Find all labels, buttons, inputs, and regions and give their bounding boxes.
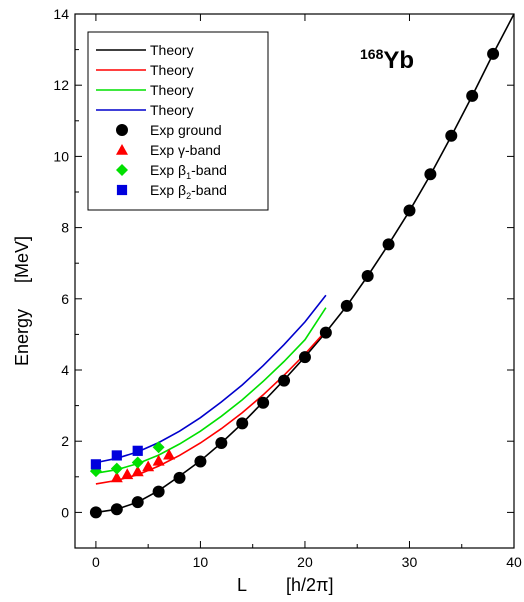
x-axis-title: L [h/2π] xyxy=(237,575,333,595)
exp-point-2-3 xyxy=(152,441,165,454)
legend-label-exp-3: Exp β2-band xyxy=(150,182,227,201)
legend-items: Theory Theory Theory Theory Exp ground Exp γ-… xyxy=(96,42,227,201)
y-tick-label-2: 2 xyxy=(61,433,69,449)
exp-point-2-1 xyxy=(110,462,123,475)
legend-label-theory-2: Theory xyxy=(150,82,194,98)
exp-point-0-6 xyxy=(215,436,228,449)
theory-line-3 xyxy=(95,294,327,464)
y-tick-label-6: 6 xyxy=(61,291,69,307)
axis-ticks: 0 10 20 30 40 0 2 4 6 8 10 12 14 xyxy=(53,6,522,570)
exp-point-0-5 xyxy=(194,455,207,468)
exp-point-0-18 xyxy=(466,89,479,102)
legend-box xyxy=(87,31,269,211)
exp-point-0-19 xyxy=(487,47,500,60)
exp-point-0-14 xyxy=(382,238,395,251)
exp-point-0-8 xyxy=(257,396,270,409)
y-axis-unit: [MeV] xyxy=(12,236,32,283)
x-tick-label-40: 40 xyxy=(506,554,522,570)
exp-point-0-0 xyxy=(89,506,102,519)
x-tick-label-30: 30 xyxy=(402,554,418,570)
legend-marker-0 xyxy=(116,124,128,136)
exp-point-0-15 xyxy=(403,204,416,217)
exp-point-1-4 xyxy=(152,454,165,466)
legend-marker-3 xyxy=(116,184,128,196)
exp-point-0-7 xyxy=(236,417,249,430)
exp-point-0-1 xyxy=(110,503,123,516)
plot-frame xyxy=(74,13,515,549)
x-axis-label: L xyxy=(237,575,247,595)
legend: Theory Theory Theory Theory Exp ground Exp γ-… xyxy=(87,31,269,211)
nucleus-mass: 168 xyxy=(360,46,384,62)
exp-point-0-10 xyxy=(298,351,311,364)
y-axis-title: Energy [MeV] xyxy=(12,236,32,366)
y-tick-label-10: 10 xyxy=(53,148,69,164)
exp-point-3-1 xyxy=(111,450,122,461)
legend-label-theory-1: Theory xyxy=(150,62,194,78)
x-tick-label-20: 20 xyxy=(297,554,313,570)
y-tick-label-4: 4 xyxy=(61,362,69,378)
plot-layer xyxy=(89,13,515,519)
exp-point-1-3 xyxy=(142,460,155,472)
exp-point-1-1 xyxy=(121,468,134,480)
nucleus-label: 168Yb xyxy=(360,46,414,74)
exp-point-0-2 xyxy=(131,496,144,509)
legend-label-theory-0: Theory xyxy=(150,42,194,58)
exp-point-0-3 xyxy=(152,485,165,498)
legend-marker-1 xyxy=(116,144,128,155)
legend-label-exp-0: Exp ground xyxy=(150,122,222,138)
exp-point-0-16 xyxy=(424,168,437,181)
y-tick-label-8: 8 xyxy=(61,220,69,236)
x-tick-label-0: 0 xyxy=(92,554,100,570)
y-tick-label-12: 12 xyxy=(53,77,69,93)
y-tick-label-14: 14 xyxy=(53,6,69,22)
exp-point-3-2 xyxy=(132,445,143,456)
exp-point-0-12 xyxy=(340,299,353,312)
exp-point-0-11 xyxy=(319,326,332,339)
exp-point-0-17 xyxy=(445,129,458,142)
legend-label-exp-2: Exp β1-band xyxy=(150,162,227,181)
legend-label-exp-1: Exp γ-band xyxy=(150,142,221,158)
exp-point-3-0 xyxy=(90,459,102,470)
x-tick-label-10: 10 xyxy=(193,554,209,570)
exp-point-0-4 xyxy=(173,471,186,484)
y-axis-label: Energy xyxy=(12,309,32,366)
exp-point-1-5 xyxy=(163,448,176,460)
exp-point-2-2 xyxy=(131,456,144,469)
legend-marker-2 xyxy=(116,164,128,176)
exp-point-1-0 xyxy=(110,471,123,483)
exp-point-1-2 xyxy=(131,465,144,477)
theory-line-2 xyxy=(95,307,327,474)
legend-label-theory-3: Theory xyxy=(150,102,194,118)
y-tick-label-0: 0 xyxy=(61,504,69,520)
exp-point-0-13 xyxy=(361,270,374,283)
x-axis-unit: [h/2π] xyxy=(286,575,333,595)
exp-point-0-9 xyxy=(278,374,291,387)
nucleus-symbol: Yb xyxy=(383,47,414,74)
